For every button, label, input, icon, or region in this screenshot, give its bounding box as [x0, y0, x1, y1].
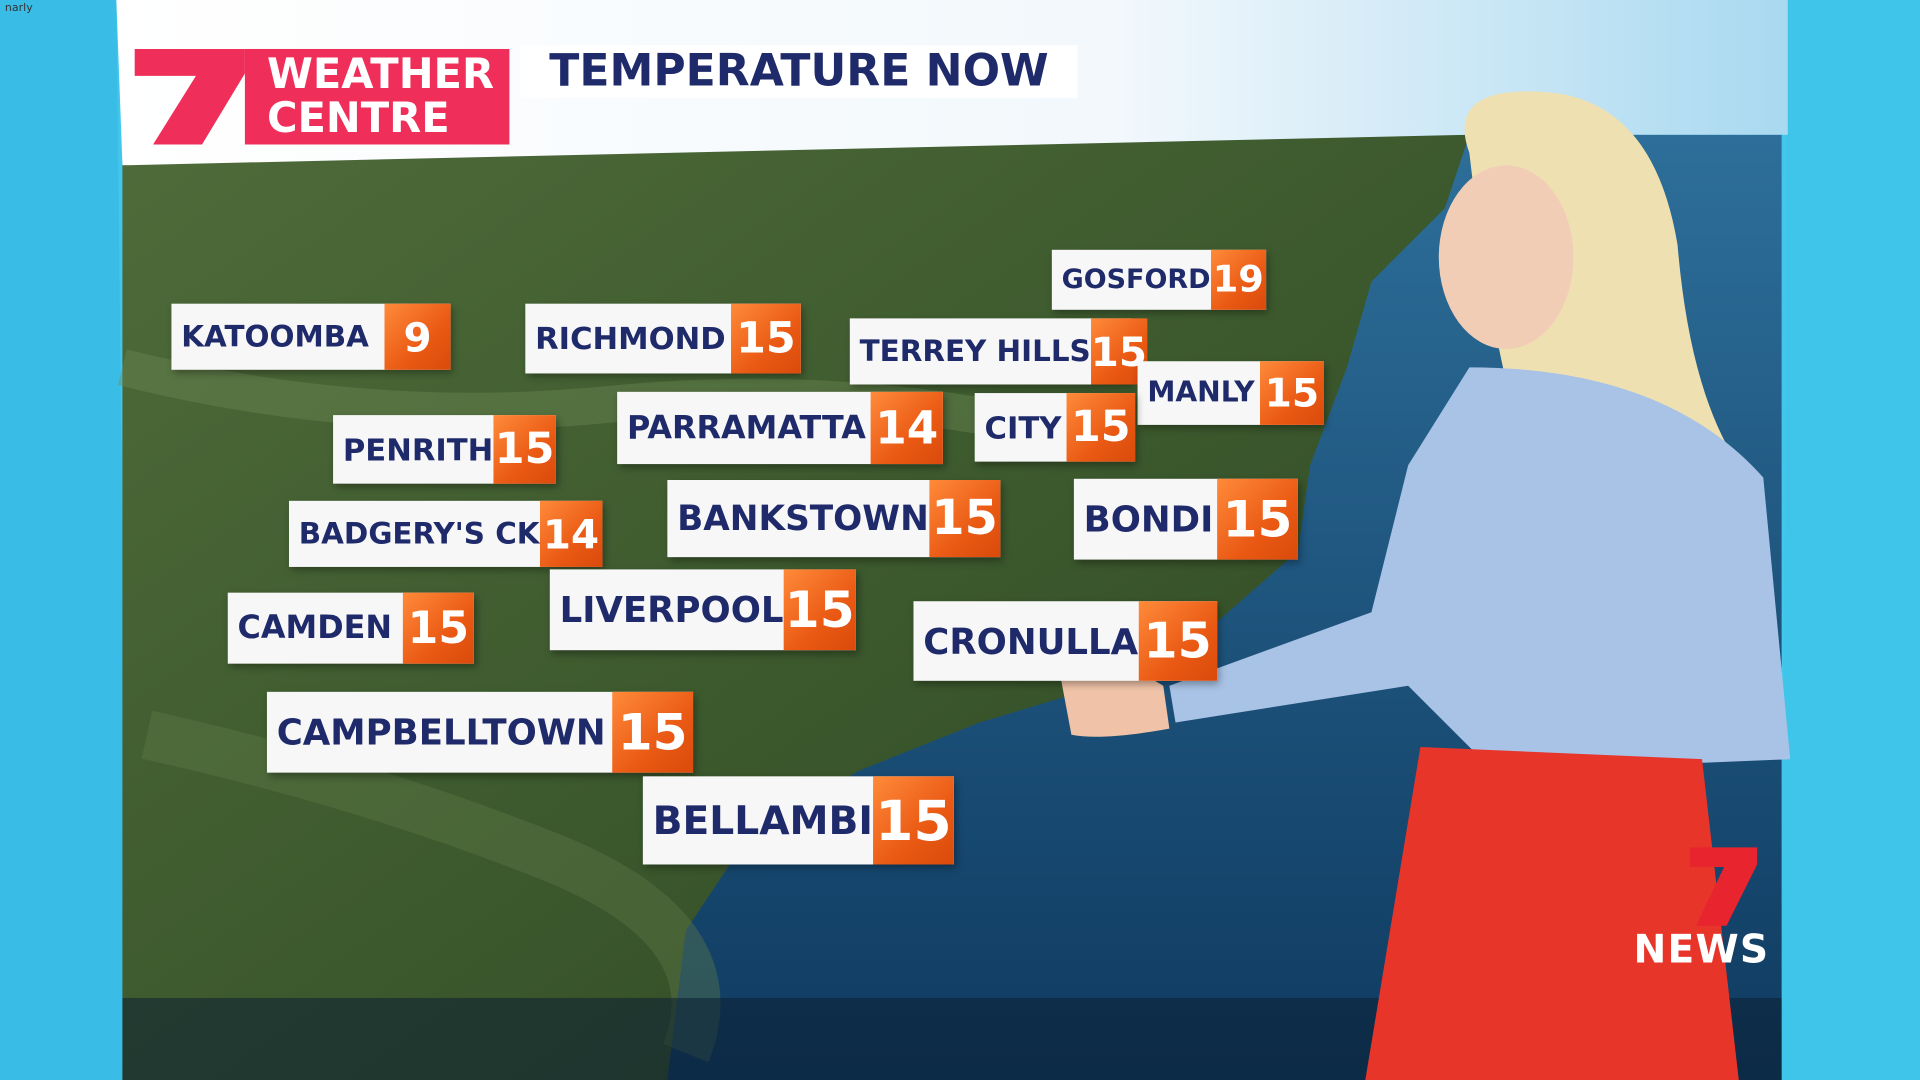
brand-line: WEATHER	[266, 50, 495, 100]
location-tag: CAMDEN 15	[227, 592, 474, 664]
location-temp: 15	[1138, 601, 1218, 681]
location-name: MANLY	[1147, 377, 1255, 409]
location-tag: GOSFORD 19	[1051, 249, 1267, 310]
location-tag: PENRITH 15	[333, 415, 556, 484]
location-name: CAMPBELLTOWN	[276, 711, 606, 754]
location-temp: 15	[783, 569, 856, 651]
location-temp: 15	[731, 303, 801, 374]
location-temp: 15	[1066, 393, 1136, 462]
location-temp: 15	[493, 415, 556, 484]
location-temp: 15	[1260, 361, 1324, 425]
location-name: BONDI	[1083, 498, 1214, 541]
location-name: KATOOMBA	[181, 319, 369, 354]
location-name: BELLAMBI	[652, 797, 873, 844]
location-temp: 14	[539, 500, 603, 567]
brand-line: CENTRE	[266, 94, 450, 144]
location-tag: LIVERPOOL 15	[549, 569, 856, 651]
location-tag: TERREY HILLS 15	[849, 318, 1147, 385]
location-temp: 15	[1090, 318, 1147, 385]
location-tag: PARRAMATTA 14	[617, 391, 943, 465]
location-tag: CAMPBELLTOWN 15	[266, 691, 694, 773]
location-temp: 14	[870, 391, 943, 465]
location-temp: 15	[872, 776, 954, 865]
location-name: RICHMOND	[535, 320, 726, 357]
location-temp: 15	[928, 480, 1001, 558]
location-name: CITY	[984, 409, 1062, 446]
location-tag: MANLY 15	[1137, 361, 1324, 425]
location-temp: 15	[612, 691, 694, 773]
news-logo: NEWS	[1633, 925, 1770, 973]
location-temp: 15	[402, 592, 474, 664]
location-tag: CITY 15	[974, 393, 1136, 462]
location-tag: RICHMOND 15	[525, 303, 801, 374]
location-tag: CRONULLA 15	[913, 601, 1218, 681]
location-tag: BANKSTOWN 15	[667, 480, 1001, 558]
location-name: PARRAMATTA	[626, 409, 866, 447]
location-name: LIVERPOOL	[559, 588, 784, 631]
location-tag: KATOOMBA 9	[171, 303, 451, 370]
location-name: TERREY HILLS	[859, 334, 1091, 369]
page-title: TEMPERATURE NOW	[520, 45, 1078, 98]
location-name: BANKSTOWN	[677, 498, 929, 539]
location-name: CRONULLA	[923, 620, 1139, 662]
location-name: PENRITH	[342, 431, 494, 468]
corner-text: narly	[4, 2, 33, 15]
location-temp: 19	[1210, 249, 1267, 310]
brand-label: WEATHER CENTRE	[244, 48, 510, 145]
location-tag: BELLAMBI 15	[642, 776, 954, 865]
location-tag: BADGERY'S CK 14	[288, 500, 603, 567]
location-tag: BONDI 15	[1073, 478, 1298, 560]
location-name: CAMDEN	[237, 609, 393, 647]
location-name: GOSFORD	[1061, 264, 1211, 296]
location-temp: 15	[1217, 478, 1298, 560]
location-temp: 9	[384, 303, 451, 370]
location-name: BADGERY'S CK	[298, 516, 540, 552]
